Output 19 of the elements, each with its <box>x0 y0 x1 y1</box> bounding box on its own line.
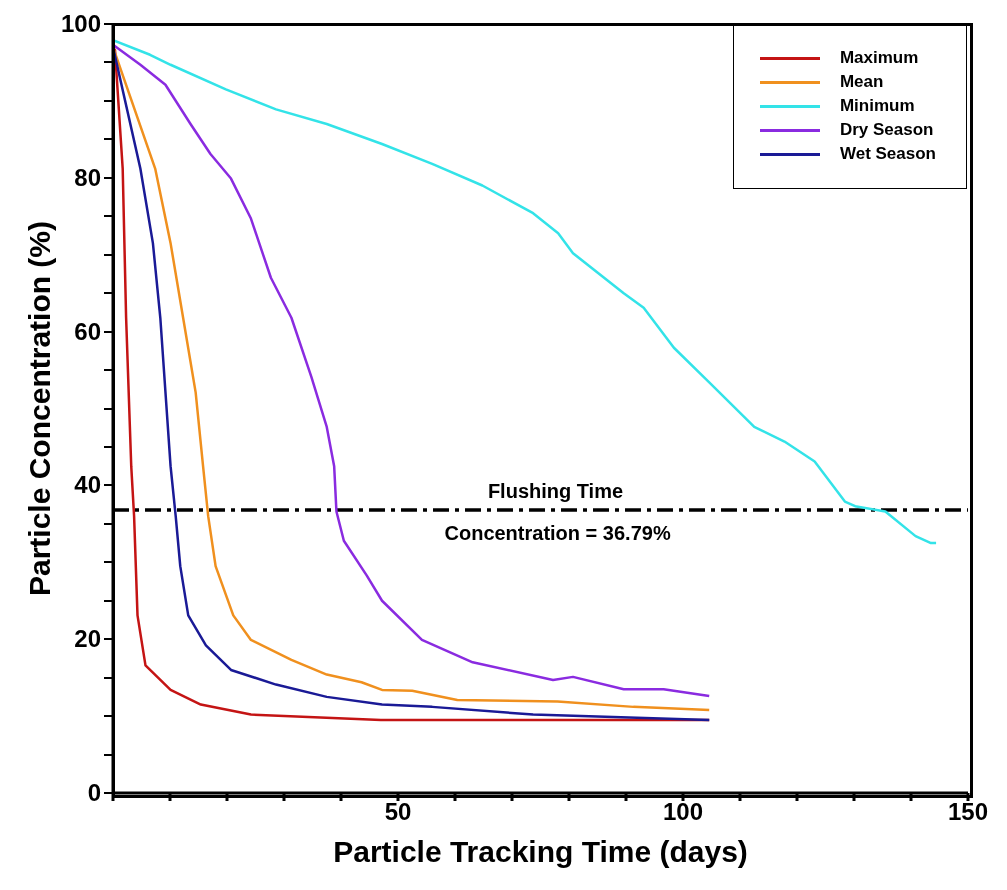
y-tick-label: 40 <box>74 471 101 500</box>
y-tick-label: 100 <box>60 10 101 38</box>
line-series <box>113 38 938 545</box>
x-tick-label: 150 <box>947 798 989 826</box>
legend-label: Maximum <box>839 47 919 69</box>
x-tick-label: 50 <box>384 798 412 826</box>
y-tick-label: 0 <box>87 779 101 807</box>
y-axis-title: Particle Concentration (%) <box>22 220 56 597</box>
legend-label: Mean <box>839 71 884 93</box>
x-tick-label: 100 <box>662 798 704 826</box>
ref-line-label: Flushing Time <box>487 480 624 503</box>
y-tick-label: 20 <box>74 625 101 654</box>
legend-label: Dry Season <box>839 119 934 141</box>
x-axis-title: Particle Tracking Time (days) <box>333 835 748 868</box>
legend-label: Minimum <box>839 95 915 117</box>
annotation: Concentration = 36.79% <box>444 522 671 545</box>
y-tick-label: 60 <box>74 317 101 346</box>
legend-label: Wet Season <box>839 143 936 165</box>
y-tick-label: 80 <box>74 163 101 192</box>
